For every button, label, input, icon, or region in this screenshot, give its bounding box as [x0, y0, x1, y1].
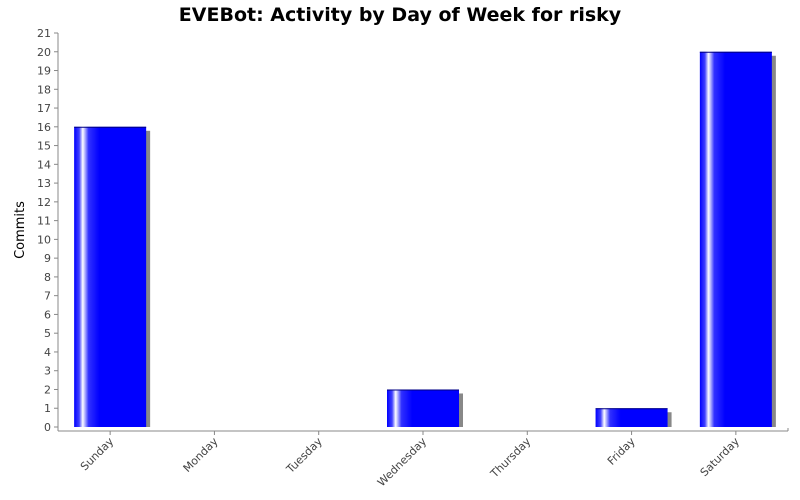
y-tick-label: 12 — [37, 196, 51, 209]
y-tick-label: 17 — [37, 102, 51, 115]
x-tick-label-friday: Friday — [605, 435, 638, 468]
y-tick-label: 1 — [44, 402, 51, 415]
y-tick-label: 21 — [37, 27, 51, 40]
y-tick-label: 7 — [44, 290, 51, 303]
y-tick-label: 2 — [44, 383, 51, 396]
y-axis-label: Commits — [13, 201, 28, 259]
y-tick-label: 18 — [37, 83, 51, 96]
y-tick-label: 5 — [44, 327, 51, 340]
y-tick-label: 11 — [37, 215, 51, 228]
x-tick-label-thursday: Thursday — [487, 435, 533, 481]
x-tick-label-tuesday: Tuesday — [283, 435, 325, 477]
y-tick-label: 6 — [44, 308, 51, 321]
x-tick-label-wednesday: Wednesday — [375, 435, 430, 490]
bar-sunday — [74, 126, 147, 428]
y-tick-label: 0 — [44, 421, 51, 434]
y-tick-label: 4 — [44, 346, 51, 359]
bar-friday — [595, 408, 668, 427]
y-tick-label: 13 — [37, 177, 51, 190]
y-tick-label: 19 — [37, 65, 51, 78]
x-tick-label-sunday: Sunday — [78, 435, 117, 474]
chart-title: EVEBot: Activity by Day of Week for risk… — [179, 4, 622, 26]
x-ticks: Sunday Monday Tuesday Wednesday Thursday Frid… — [78, 431, 742, 489]
bars — [74, 51, 776, 428]
y-tick-label: 15 — [37, 140, 51, 153]
y-tick-label: 14 — [37, 158, 51, 171]
bar-saturday — [699, 51, 772, 428]
bar-wednesday — [387, 389, 459, 427]
y-tick-label: 9 — [44, 252, 51, 265]
y-tick-label: 8 — [44, 271, 51, 284]
x-tick-label-saturday: Saturday — [698, 435, 743, 480]
y-tick-label: 16 — [37, 121, 51, 134]
y-tick-label: 3 — [44, 365, 51, 378]
x-tick-label-monday: Monday — [181, 435, 221, 475]
y-tick-label: 20 — [37, 46, 51, 59]
y-tick-label: 10 — [37, 233, 51, 246]
